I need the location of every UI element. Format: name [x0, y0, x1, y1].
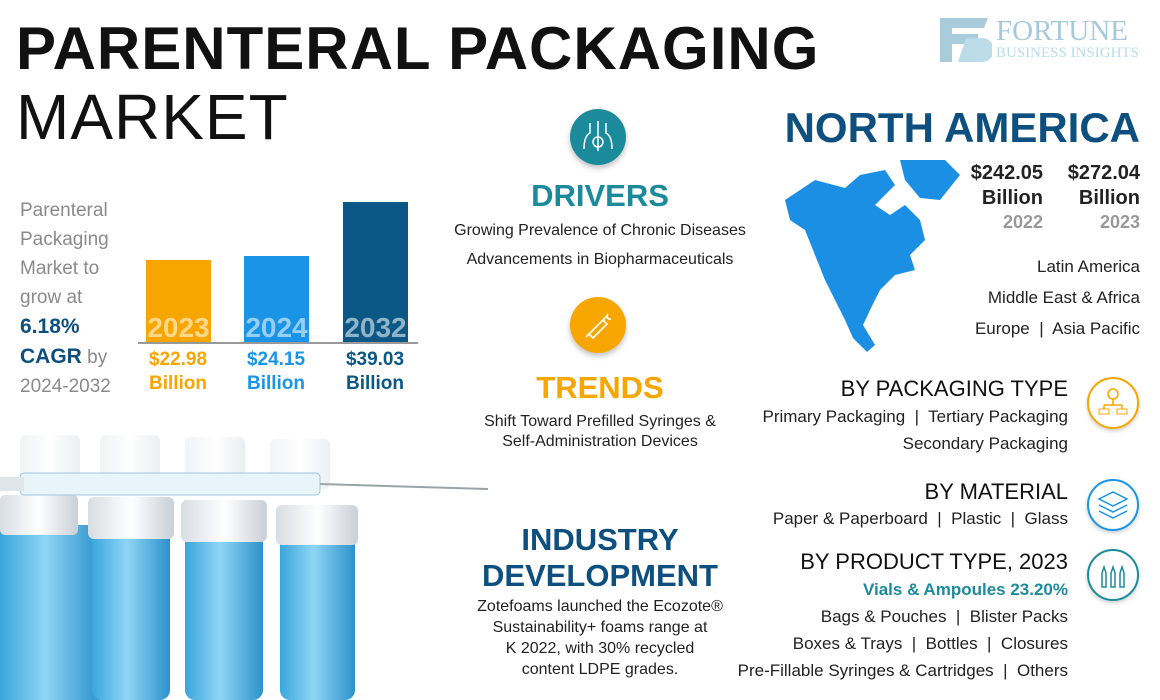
- bar-value-label: $39.03 Billion: [325, 348, 425, 396]
- packaging-text: Primary Packaging | Tertiary Packaging: [762, 407, 1068, 426]
- growth-text: Packaging: [20, 229, 109, 250]
- material-text: Paper & Paperboard | Plastic | Glass: [772, 509, 1068, 528]
- region-title: NORTH AMERICA: [784, 104, 1140, 151]
- bar-year-label: 2032: [344, 312, 407, 343]
- layers-icon: [1087, 479, 1139, 531]
- industry-title: INDUSTRY: [521, 522, 679, 557]
- bar-year-label: 2024: [245, 312, 308, 343]
- other-region: Middle East & Africa: [987, 288, 1140, 307]
- gear-flowchart-icon: [1087, 377, 1139, 429]
- human-body-icon: [570, 109, 626, 165]
- logo-text-2: BUSINESS INSIGHTS: [996, 45, 1139, 61]
- syringe-barrel: [19, 472, 321, 496]
- region-value-2023: $272.04: [1067, 162, 1140, 184]
- syringe-icon: [570, 297, 626, 353]
- north-america-map: [785, 160, 960, 352]
- driver-item: Growing Prevalence of Chronic Diseases: [454, 222, 746, 239]
- fortune-business-insights-logo: FORTUNE BUSINESS INSIGHTS: [940, 16, 1145, 64]
- driver-item: Advancements in Biopharmaceuticals: [466, 251, 734, 268]
- industry-text: content LDPE grades.: [521, 661, 679, 678]
- bar-value: $22.98: [148, 349, 208, 370]
- bar-2023: 2023: [146, 260, 211, 343]
- growth-text: Parenteral: [20, 200, 108, 221]
- bar-unit: Billion: [148, 373, 208, 394]
- bar-value-label: $22.98 Billion: [128, 348, 228, 396]
- other-region: Latin America: [1037, 257, 1140, 276]
- trends-title: TRENDS: [536, 370, 664, 405]
- bar-2032: 2032: [343, 202, 408, 343]
- growth-text: grow at: [20, 287, 83, 308]
- material-title: BY MATERIAL: [924, 479, 1068, 504]
- ampoules-icon: [1087, 549, 1139, 601]
- product-title: BY PRODUCT TYPE, 2023: [800, 549, 1068, 574]
- cagr-label: CAGR: [20, 345, 82, 368]
- region-year: 2023: [1099, 212, 1140, 232]
- page-title: PARENTERAL PACKAGING: [16, 15, 820, 82]
- trend-text: Self-Administration Devices: [502, 433, 698, 450]
- growth-period: 2024-2032: [20, 376, 111, 397]
- product-text: Boxes & Trays | Bottles | Closures: [792, 634, 1068, 653]
- trend-text: Shift Toward Prefilled Syringes &: [484, 413, 716, 430]
- bar-2024: 2024: [244, 256, 309, 343]
- industry-title: DEVELOPMENT: [482, 558, 718, 593]
- bar-value: $39.03: [345, 349, 405, 370]
- cagr-value: 6.18%: [20, 315, 80, 338]
- bar-value-label: $24.15 Billion: [226, 348, 326, 396]
- industry-text: Sustainability+ foams range at: [492, 619, 708, 636]
- region-value-2022: $242.05: [970, 162, 1043, 184]
- growth-text: Market to: [20, 258, 100, 279]
- bar-unit: Billion: [345, 373, 405, 394]
- packaging-title: BY PACKAGING TYPE: [840, 376, 1068, 401]
- logo-text-1: FORTUNE: [996, 15, 1128, 47]
- bar-unit: Billion: [246, 373, 306, 394]
- chart-baseline: [138, 342, 418, 344]
- region-unit: Billion: [981, 187, 1043, 209]
- fb-logo-icon: [940, 18, 992, 62]
- growth-summary: Parenteral Packaging Market to grow at 6…: [20, 196, 140, 401]
- drivers-title: DRIVERS: [531, 178, 669, 213]
- vials-photo: [0, 435, 489, 700]
- packaging-text: Secondary Packaging: [902, 434, 1068, 453]
- other-region: Europe | Asia Pacific: [974, 319, 1140, 338]
- growth-text: by: [87, 347, 108, 368]
- bar-year-label: 2023: [147, 312, 210, 343]
- page-subtitle: MARKET: [16, 81, 289, 153]
- industry-text: K 2022, with 30% recycled: [505, 640, 695, 657]
- industry-text: Zotefoams launched the Ecozote®: [477, 598, 723, 615]
- product-highlight: Vials & Ampoules 23.20%: [862, 580, 1068, 599]
- product-text: Pre-Fillable Syringes & Cartridges | Oth…: [737, 661, 1068, 680]
- region-unit: Billion: [1078, 187, 1140, 209]
- region-year: 2022: [1002, 212, 1043, 232]
- bar-value: $24.15: [246, 349, 306, 370]
- product-text: Bags & Pouches | Blister Packs: [820, 607, 1068, 626]
